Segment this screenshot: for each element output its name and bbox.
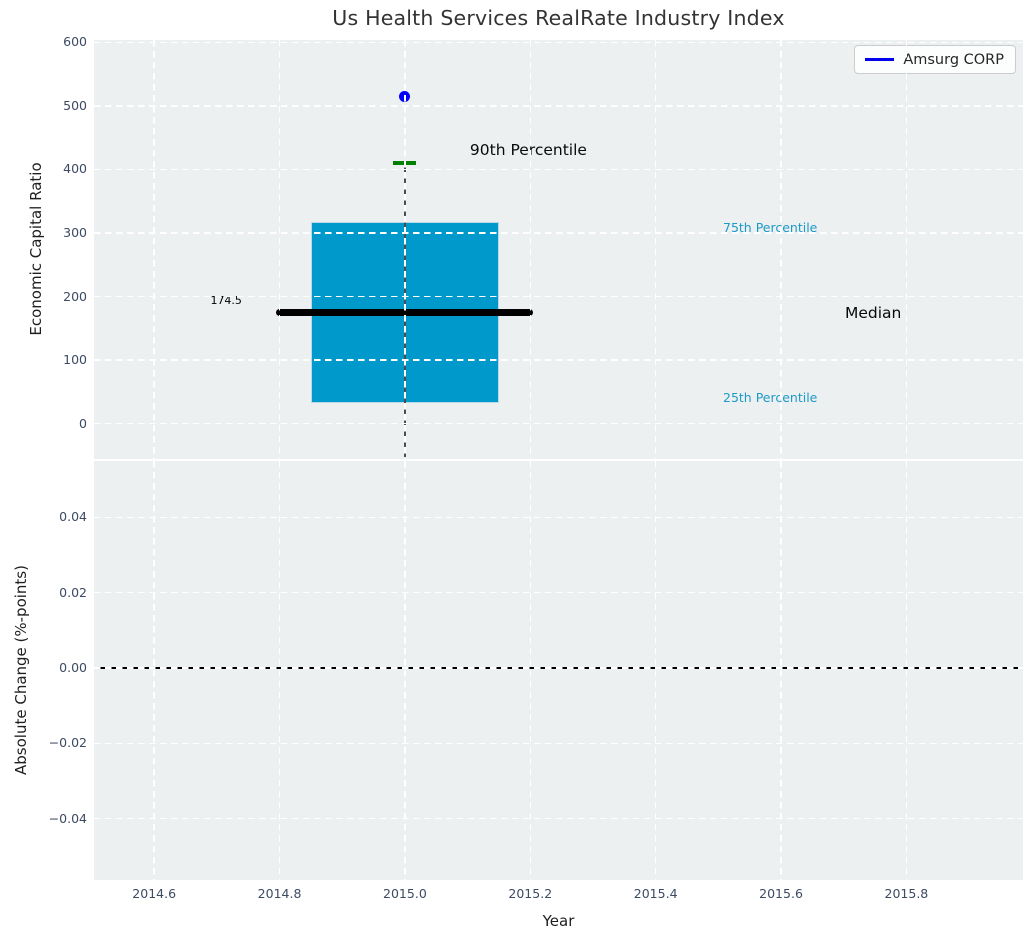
gridline-y (94, 105, 1023, 107)
x-tick-label: 2015.2 (508, 886, 553, 901)
legend-label: Amsurg CORP (903, 51, 1004, 68)
y-tick-label: 300 (63, 224, 87, 240)
gridline-x (153, 40, 155, 459)
legend: Amsurg CORP (854, 45, 1016, 74)
x-tick-label: 2015.0 (383, 886, 427, 901)
gridline-x (278, 461, 281, 880)
gridline-x (905, 461, 908, 880)
gridline-x (529, 40, 531, 459)
x-tick-label: 2014.6 (132, 886, 177, 901)
y-tick-label: 0.04 (59, 509, 87, 525)
p90-annotation: 90th Percentile (469, 140, 587, 159)
axes-economic-capital-ratio: 174.5 90th Percentile 75th Percentile Me… (94, 40, 1023, 459)
x-axis-label-year: Year (542, 912, 575, 930)
x-tick-label: 2015.4 (633, 886, 678, 901)
gridline-x (529, 461, 531, 880)
gridline-x (278, 40, 281, 459)
y-tick-label: −0.04 (48, 810, 87, 826)
gridline-x (780, 461, 782, 880)
gridline-y (94, 667, 1023, 669)
x-tick-label: 2015.6 (759, 886, 803, 901)
y-tick-label: 0 (79, 415, 87, 431)
gridline-x (404, 461, 406, 880)
x-tick-label: 2015.8 (884, 886, 929, 901)
chart-title: Us Health Services RealRate Industry Ind… (332, 6, 785, 30)
gridline-x (404, 40, 406, 459)
gridline-x (654, 461, 657, 880)
legend-line-sample-icon (865, 58, 895, 61)
axes-absolute-change (94, 461, 1023, 880)
gridline-y (94, 232, 1023, 234)
y-tick-label: 500 (63, 97, 87, 113)
gridline-x (780, 40, 782, 459)
gridline-y (94, 359, 1023, 361)
p75-annotation: 75th Percentile (723, 220, 818, 236)
y-tick-label: 200 (63, 288, 87, 304)
gridline-y (94, 422, 1023, 425)
y-tick-label: 0.02 (59, 584, 87, 600)
gridline-y (94, 742, 1023, 745)
median-annotation: Median (845, 303, 902, 322)
y-tick-label: 400 (63, 161, 87, 177)
gridline-y (94, 516, 1023, 519)
y-tick-label: −0.02 (48, 735, 87, 751)
y-tick-label: 0.00 (59, 660, 87, 676)
gridline-y (94, 817, 1023, 820)
y-axis-label-economic-capital-ratio: Economic Capital Ratio (27, 162, 45, 336)
gridline-x (905, 40, 908, 459)
gridline-y (94, 41, 1023, 44)
gridline-x (654, 40, 657, 459)
y-tick-label: 100 (63, 352, 87, 368)
gridline-y (94, 295, 1023, 298)
y-tick-label: 600 (63, 34, 87, 50)
p25-annotation: 25th Percentile (723, 390, 818, 406)
y-axis-label-absolute-change: Absolute Change (%-points) (12, 565, 30, 775)
x-tick-label: 2014.8 (257, 886, 302, 901)
gridline-y (94, 592, 1023, 594)
gridline-y (94, 168, 1023, 171)
gridline-x (153, 461, 155, 880)
